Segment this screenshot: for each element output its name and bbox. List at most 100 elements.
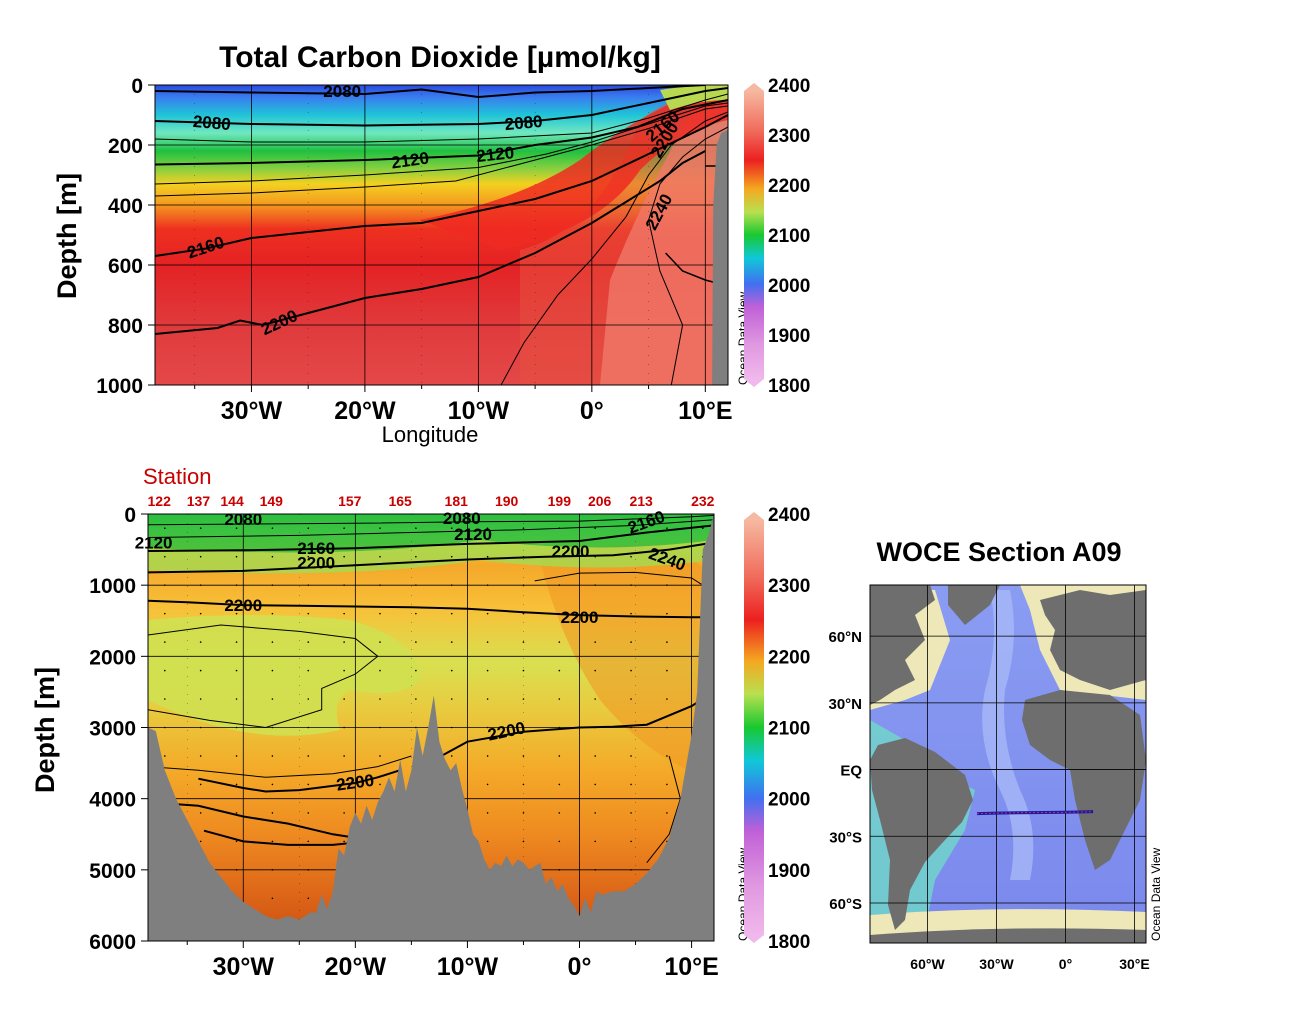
sample-dot bbox=[666, 698, 668, 700]
colorbar-tick-label: 1900 bbox=[768, 326, 810, 347]
sample-dot bbox=[164, 669, 166, 672]
colorbar-top-arrow bbox=[744, 83, 764, 91]
sample-dot bbox=[522, 783, 525, 786]
y-tick-label: 600 bbox=[108, 255, 143, 278]
sample-dot bbox=[415, 698, 417, 700]
sample-dot bbox=[630, 612, 632, 615]
y-tick-label: 1000 bbox=[96, 375, 143, 398]
sample-dot bbox=[486, 698, 489, 700]
sample-dot bbox=[199, 527, 202, 530]
station-label: 122 bbox=[148, 493, 172, 509]
map-watermark: Ocean Data View bbox=[1149, 848, 1163, 941]
sample-dot bbox=[379, 584, 381, 586]
y-tick-label: 0 bbox=[131, 75, 143, 98]
contour-line bbox=[534, 571, 704, 586]
sample-dot bbox=[630, 669, 632, 672]
sample-dot bbox=[199, 755, 202, 757]
map-lon-label: 0° bbox=[1059, 956, 1072, 972]
sample-dot bbox=[415, 669, 417, 672]
sample-dot bbox=[307, 612, 310, 615]
sample-dot bbox=[486, 812, 489, 814]
station-label: 144 bbox=[220, 493, 244, 509]
contour-line bbox=[500, 111, 728, 385]
sample-dot bbox=[271, 726, 274, 729]
sample-dot bbox=[379, 555, 381, 558]
sample-dot bbox=[450, 527, 453, 530]
sample-dot bbox=[558, 755, 561, 757]
contour-label: 2080 bbox=[192, 112, 231, 134]
sample-dot bbox=[235, 755, 238, 757]
sample-dot bbox=[343, 783, 345, 786]
x-tick-label: 0° bbox=[580, 397, 604, 425]
sample-dot bbox=[199, 812, 202, 814]
sample-dot bbox=[450, 726, 453, 729]
sample-dot bbox=[379, 783, 381, 786]
station-label: 137 bbox=[187, 493, 211, 509]
sample-dot bbox=[630, 555, 632, 558]
sample-dot bbox=[486, 669, 489, 672]
sample-dot bbox=[343, 698, 345, 700]
upper-land-wedge bbox=[712, 130, 728, 385]
x-tick-label: 20°W bbox=[334, 397, 396, 425]
contour-label: 2200 bbox=[561, 608, 599, 627]
contour-label: 2120 bbox=[475, 143, 515, 166]
map-land-greenland bbox=[948, 585, 1000, 625]
sample-dot bbox=[630, 869, 632, 871]
lower-surface-light bbox=[148, 540, 714, 574]
colorbar-gradient bbox=[744, 91, 764, 379]
sample-dot bbox=[343, 612, 345, 615]
sample-dot bbox=[486, 726, 489, 729]
lower-bathymetry bbox=[148, 514, 714, 941]
station-label: 181 bbox=[445, 493, 469, 509]
station-label: 157 bbox=[338, 493, 362, 509]
x-tick-label: 10°W bbox=[448, 397, 510, 425]
y-tick-label: 1000 bbox=[89, 575, 136, 598]
x-tick-label: 30°W bbox=[221, 397, 283, 425]
sample-dot bbox=[307, 669, 310, 672]
sample-dot bbox=[343, 584, 345, 586]
sample-dot bbox=[343, 527, 345, 530]
sample-dot bbox=[558, 641, 561, 643]
sample-dot bbox=[558, 840, 561, 843]
colorbar-tick-label: 2300 bbox=[768, 576, 810, 597]
colorbar-gradient bbox=[744, 520, 764, 935]
sample-dot bbox=[594, 527, 596, 530]
colorbar-bottom-arrow bbox=[744, 379, 764, 387]
map-title: WOCE Section A09 bbox=[876, 537, 1121, 567]
sample-dot bbox=[199, 698, 202, 700]
map-land-northamerica bbox=[870, 585, 935, 705]
contour-line bbox=[148, 514, 714, 526]
sample-dot bbox=[199, 641, 202, 643]
sample-dot bbox=[630, 755, 632, 757]
upper-east-red bbox=[420, 86, 728, 250]
sample-dot bbox=[666, 726, 668, 729]
sample-dot bbox=[199, 555, 202, 558]
sample-dot bbox=[450, 698, 453, 700]
sample-dot bbox=[379, 726, 381, 729]
sample-dot bbox=[379, 669, 381, 672]
sample-dot bbox=[486, 612, 489, 615]
map-land-africa bbox=[1022, 690, 1146, 870]
sample-dot bbox=[486, 840, 489, 843]
sample-dot bbox=[235, 527, 238, 530]
sample-dot bbox=[666, 783, 668, 786]
colorbar-tick-label: 1800 bbox=[768, 376, 810, 397]
y-tick-label: 6000 bbox=[89, 931, 136, 954]
upper-y-ticks: 0 200 400 600 800 1000 bbox=[96, 75, 155, 398]
sample-dot bbox=[235, 555, 238, 558]
sample-dot bbox=[666, 669, 668, 672]
map-lat-label: EQ bbox=[840, 763, 862, 780]
sample-dot bbox=[235, 612, 238, 615]
sample-dot bbox=[594, 555, 596, 558]
sample-dot bbox=[307, 812, 310, 814]
sample-dot bbox=[164, 726, 166, 729]
sample-dot bbox=[307, 527, 310, 530]
sample-dot bbox=[666, 527, 668, 530]
upper-east-warm bbox=[600, 85, 728, 385]
sample-dot bbox=[307, 783, 310, 786]
sample-dot bbox=[450, 669, 453, 672]
sample-dot bbox=[666, 812, 668, 814]
upper-section-chart: Total Carbon Dioxide [µmol/kg] 2080 2080 2… bbox=[52, 41, 810, 447]
sample-dot bbox=[307, 726, 310, 729]
sample-dot bbox=[450, 755, 453, 757]
